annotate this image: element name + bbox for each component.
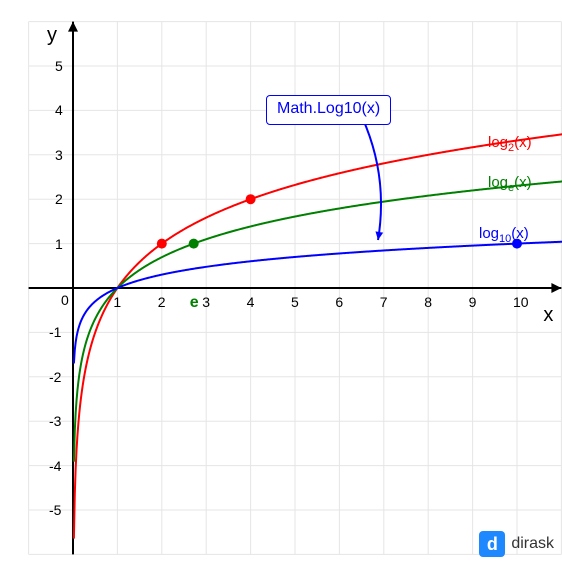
x-tick-3: 3 <box>202 294 210 310</box>
x-tick-1: 1 <box>113 294 121 310</box>
callout-arrow <box>365 124 381 240</box>
marker-point-2 <box>189 239 199 249</box>
callout-arrow-head <box>375 231 383 240</box>
marker-point-1 <box>246 194 256 204</box>
x-tick-7: 7 <box>380 294 388 310</box>
y-tick-1: 1 <box>55 236 63 252</box>
e-label: e <box>190 294 199 312</box>
x-tick-5: 5 <box>291 294 299 310</box>
curve-loge <box>74 180 562 461</box>
y-tick-3: 3 <box>55 147 63 163</box>
y-tick-2: 2 <box>55 191 63 207</box>
y-tick-5: -5 <box>49 502 61 518</box>
log-chart <box>0 0 562 565</box>
y-tick-4: -4 <box>49 458 61 474</box>
curve-label-log10: log10(x) <box>479 225 529 245</box>
curve-label-loge: loge(x) <box>488 174 532 194</box>
brand-text: dirask <box>511 535 554 553</box>
y-tick-5: 5 <box>55 58 63 74</box>
x-tick-4: 4 <box>247 294 255 310</box>
x-axis-title: x <box>543 304 553 327</box>
x-tick-2: 2 <box>158 294 166 310</box>
curve-label-log2: log2(x) <box>488 134 532 154</box>
x-tick-6: 6 <box>335 294 343 310</box>
y-tick-4: 4 <box>55 102 63 118</box>
y-tick-3: -3 <box>49 413 61 429</box>
y-tick-1: -1 <box>49 324 61 340</box>
origin-zero: 0 <box>61 292 69 308</box>
x-tick-8: 8 <box>424 294 432 310</box>
y-tick-2: -2 <box>49 369 61 385</box>
callout-mathlog10: Math.Log10(x) <box>266 95 391 125</box>
x-tick-9: 9 <box>469 294 477 310</box>
marker-point-0 <box>157 239 167 249</box>
brand: d dirask <box>479 531 554 557</box>
curve-log10 <box>74 241 562 363</box>
brand-badge: d <box>479 531 505 557</box>
y-axis-title: y <box>47 24 57 47</box>
x-tick-10: 10 <box>513 294 529 310</box>
